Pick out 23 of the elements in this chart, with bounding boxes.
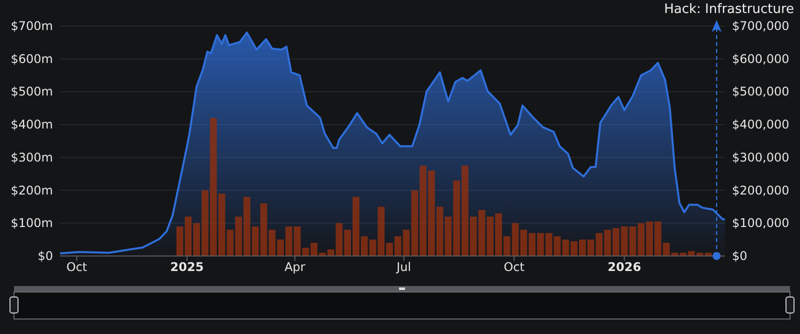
x-tick-label: Oct bbox=[504, 260, 525, 274]
y2-tick-label: $700,000 bbox=[732, 19, 790, 33]
y2-tick-label: $200,000 bbox=[732, 183, 790, 198]
x-tick-label: 2025 bbox=[170, 260, 204, 274]
y-tick-label: $200m bbox=[10, 183, 53, 198]
y-tick-label: $700m bbox=[10, 19, 53, 33]
y2-tick-label: $0 bbox=[732, 249, 748, 263]
y2-tick-label: $300,000 bbox=[732, 150, 790, 164]
y-tick-label: $0 bbox=[38, 249, 53, 263]
ref-line-label: Hack: Infrastructure bbox=[664, 2, 794, 17]
y-tick-label: $600m bbox=[10, 52, 53, 66]
y-tick-label: $500m bbox=[10, 84, 53, 99]
y-tick-label: $300m bbox=[10, 150, 53, 164]
x-tick-label: Oct bbox=[66, 260, 88, 274]
x-tick-label: Jul bbox=[396, 260, 412, 274]
x-tick-label: Apr bbox=[284, 260, 306, 274]
y2-tick-label: $600,000 bbox=[732, 52, 790, 66]
x-tick-label: 2026 bbox=[608, 260, 642, 274]
y2-tick-label: $400,000 bbox=[732, 118, 790, 132]
y-tick-label: $400m bbox=[10, 118, 53, 132]
y2-tick-label: $100,000 bbox=[732, 216, 790, 230]
y-tick-label: $100m bbox=[10, 216, 53, 230]
y2-tick-label: $500,000 bbox=[732, 84, 790, 99]
